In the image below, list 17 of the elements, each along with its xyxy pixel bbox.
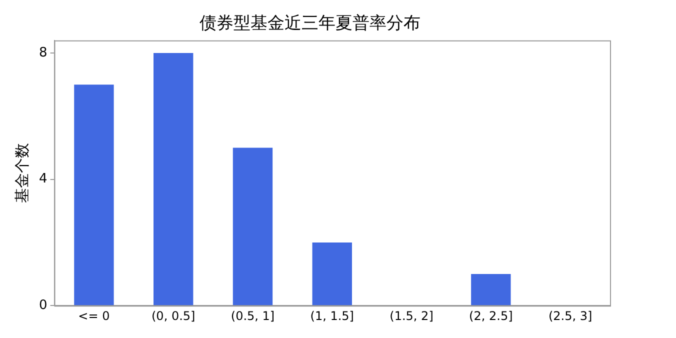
bar [232,148,273,306]
bar [154,53,194,306]
x-tick-label: (2, 2.5] [469,308,513,323]
x-tick-label: (1, 1.5] [310,308,354,323]
x-tick-label: <= 0 [78,308,110,323]
y-tick-label: 8 [38,45,48,60]
bar [312,242,352,306]
bar [74,84,114,306]
bar [471,274,511,306]
y-tick-label: 0 [38,298,48,313]
x-tick-label: (0, 0.5] [151,308,196,323]
x-tick-label: (1.5, 2] [390,308,434,323]
chart-title: 债券型基金近三年夏普率分布 [200,14,420,34]
x-tick-label: (0.5, 1] [230,308,275,323]
y-tick-label: 4 [38,172,48,187]
x-tick-label: (2.5, 3] [548,308,592,323]
y-axis-title: 基金个数 [12,143,31,203]
